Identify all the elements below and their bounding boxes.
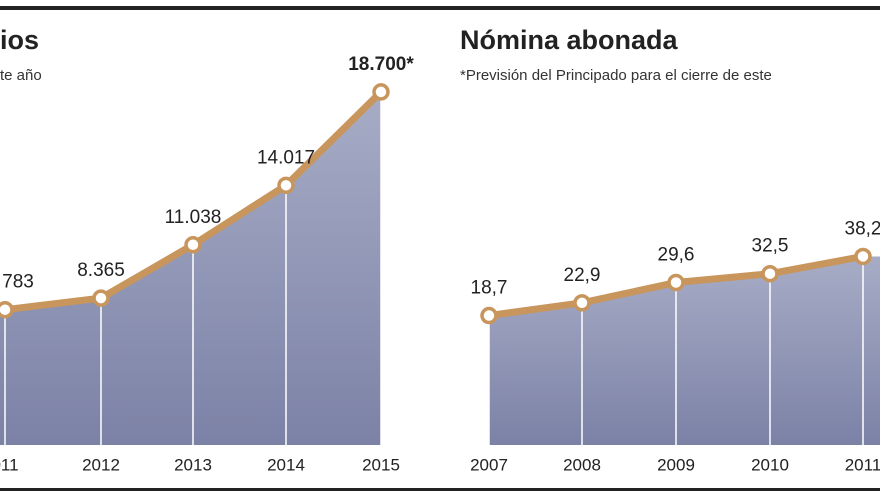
value-label: 14.017 [257, 147, 315, 168]
value-label: 783 [2, 272, 34, 293]
x-tick-label: 2011 [845, 455, 880, 474]
bottom-rule [0, 488, 880, 491]
x-tick-label: 2008 [563, 455, 601, 474]
x-tick-label: 2010 [751, 455, 789, 474]
value-label: 32,5 [752, 236, 789, 257]
chart-subtitle: *Previsión del Principado para el cierre… [460, 67, 772, 84]
value-label: 38,2 [845, 218, 880, 239]
point [0, 300, 14, 319]
point [761, 264, 779, 283]
x-tick-label: 2015 [362, 455, 400, 474]
point [372, 83, 390, 101]
value-label: 18,7 [471, 278, 508, 299]
chart-subtitle: te año [0, 67, 42, 84]
point [92, 289, 110, 307]
point [854, 247, 872, 266]
chart-title: Nómina abonada [460, 25, 679, 55]
x-tick-label: 2009 [657, 455, 695, 474]
point [667, 273, 685, 292]
x-tick-label: 2012 [82, 455, 120, 474]
value-label: 8.365 [77, 260, 125, 281]
chart-title: ios [0, 25, 39, 55]
value-label: 29,6 [658, 245, 695, 266]
point [573, 294, 591, 312]
top-rule [0, 6, 880, 10]
x-tick-label: 2013 [174, 455, 212, 474]
value-label: 11.038 [165, 207, 222, 228]
x-tick-label: 011 [0, 455, 19, 474]
point [480, 306, 498, 325]
x-tick-label: 2007 [470, 455, 508, 474]
value-label: 18.700* [348, 54, 414, 75]
point [277, 176, 295, 195]
point [184, 236, 202, 254]
value-label: 22,9 [564, 265, 601, 286]
x-tick-label: 2014 [267, 455, 305, 474]
